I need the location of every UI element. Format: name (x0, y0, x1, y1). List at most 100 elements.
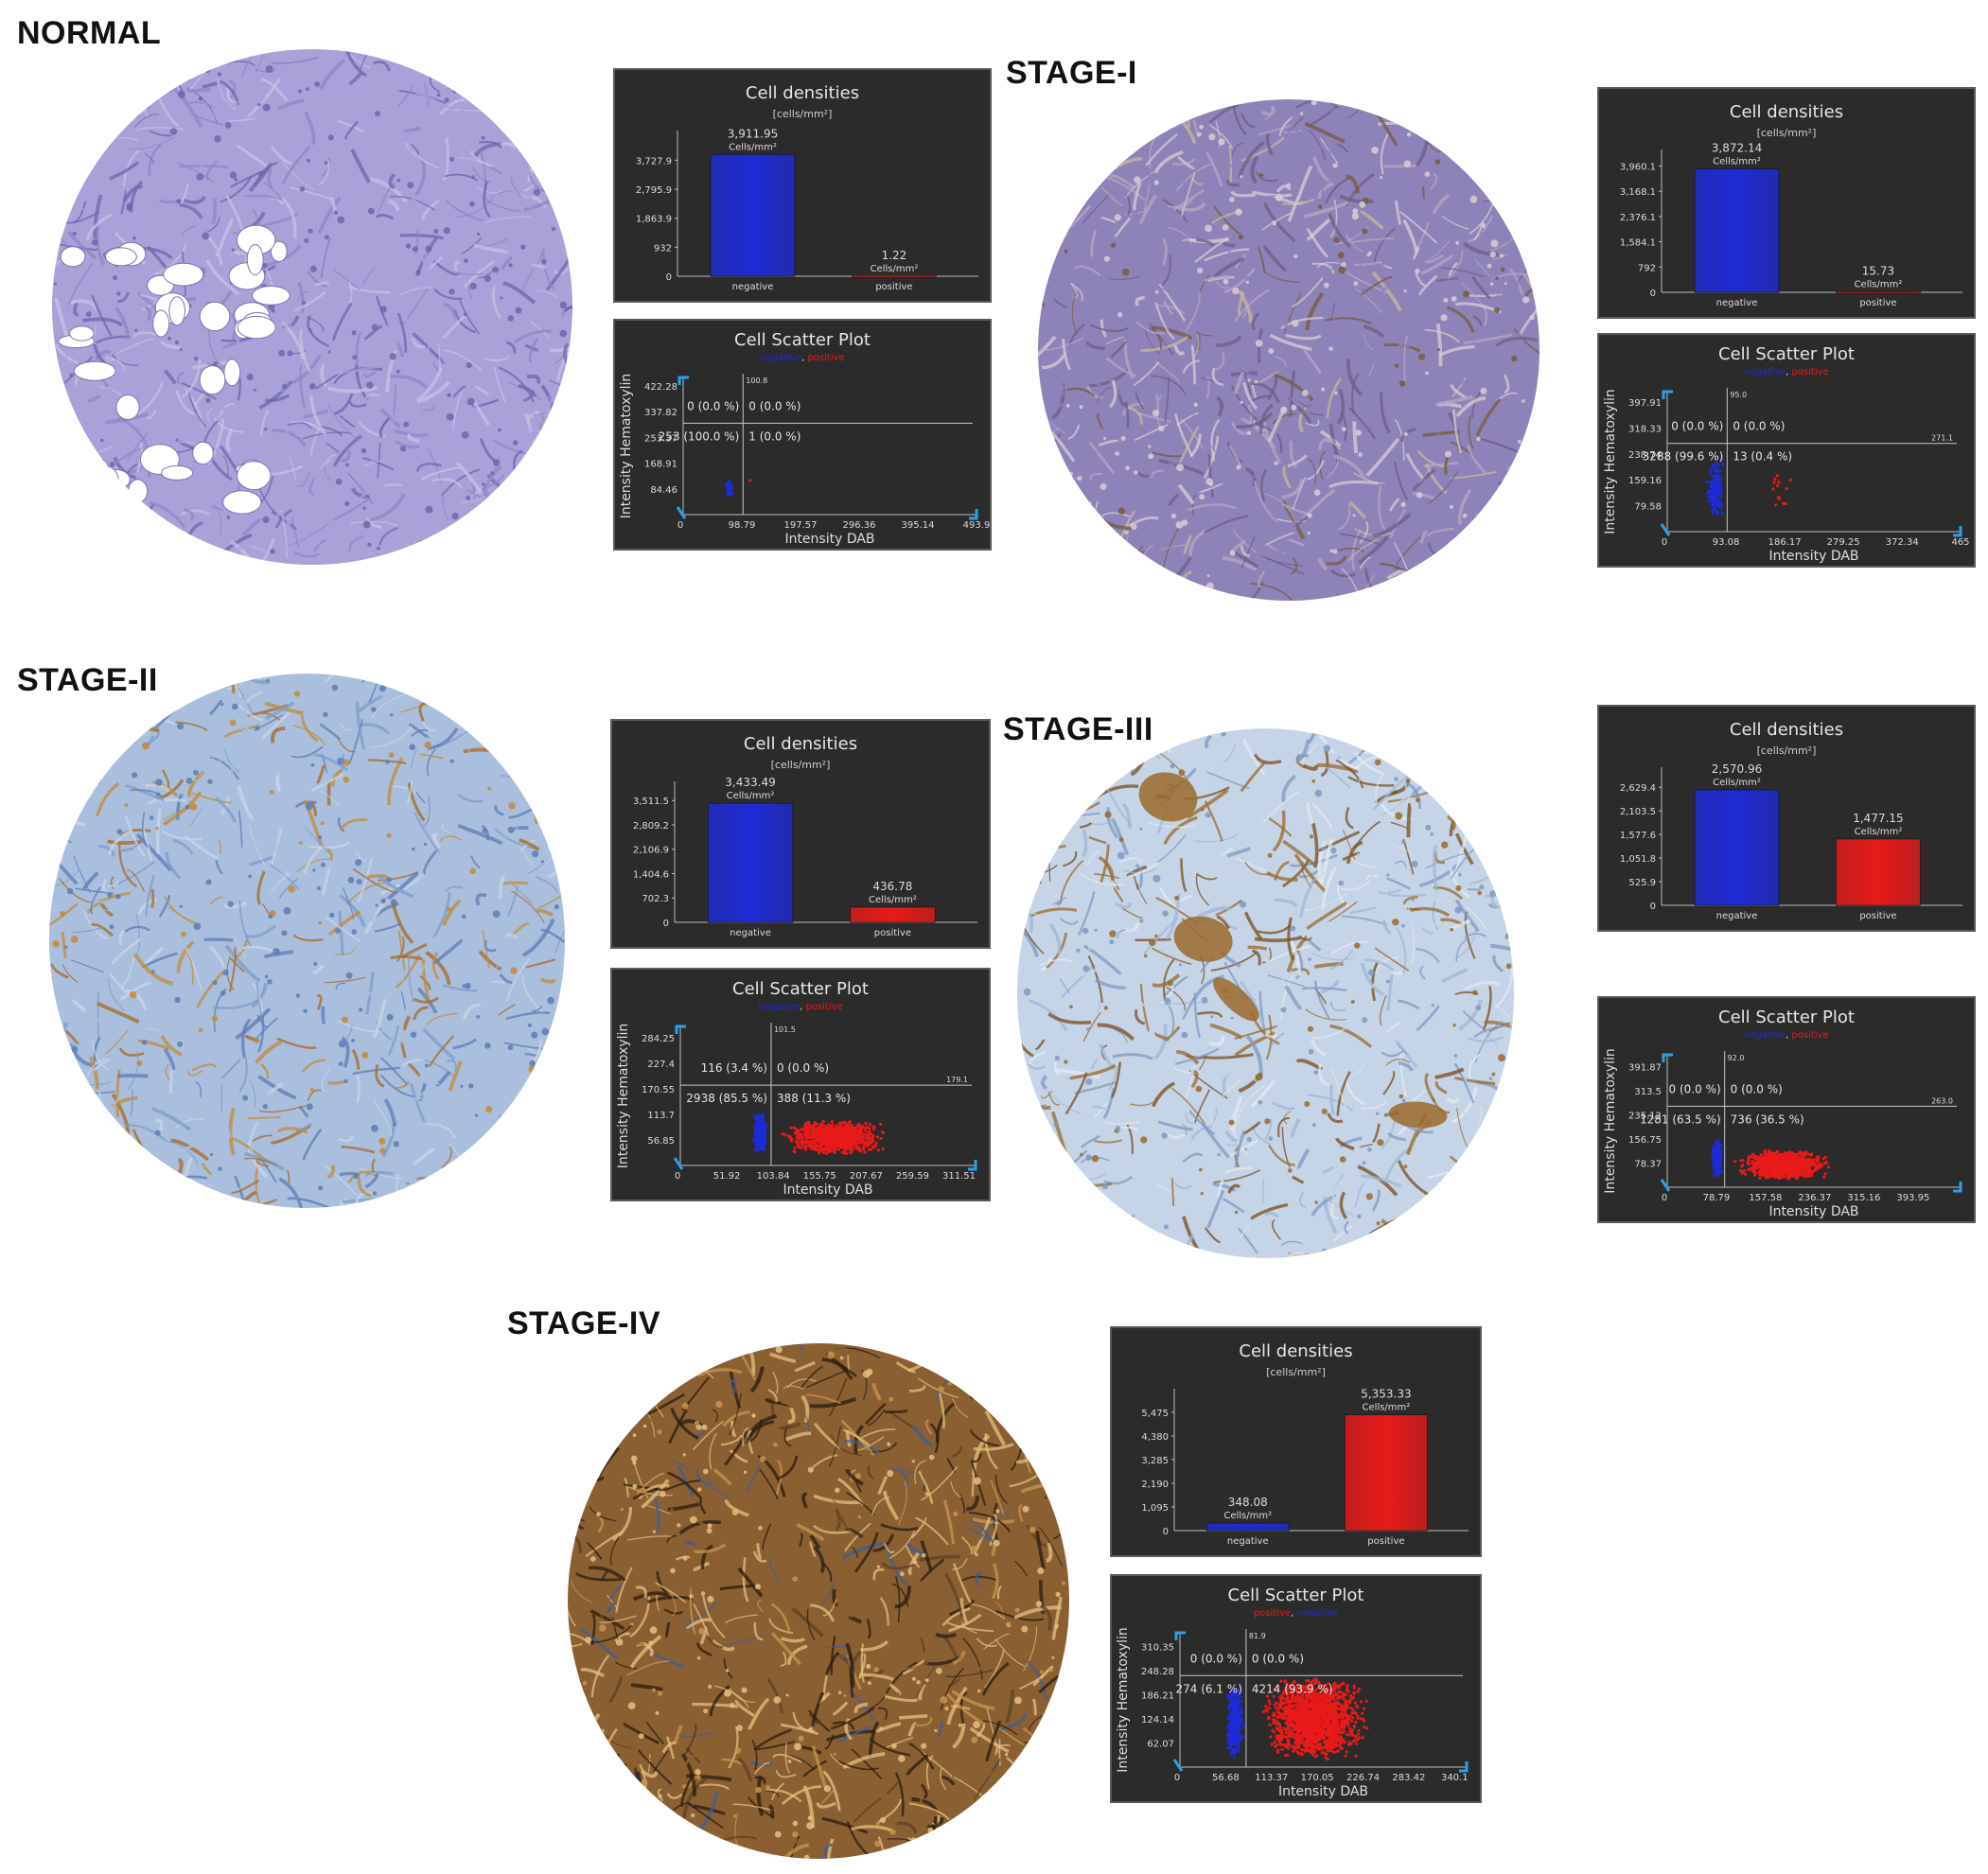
tissue-nucleus (409, 744, 416, 751)
tissue-fiber (1048, 922, 1062, 955)
density-chart-title: Cell densities (1730, 102, 1843, 122)
tissue-fiber (1017, 748, 1029, 761)
tissue-fiber (280, 407, 290, 447)
tissue-fiber (1323, 1196, 1338, 1235)
tissue-fiber (1096, 1001, 1100, 1013)
tissue-nucleus (109, 924, 114, 930)
tissue-fiber (1468, 155, 1498, 184)
tissue-fiber (1269, 333, 1312, 351)
tissue-nucleus (155, 826, 159, 831)
tissue-fiber (1444, 99, 1452, 129)
tissue-fiber (1461, 1223, 1486, 1258)
tissue-fiber (822, 1675, 828, 1701)
tissue-fiber (1490, 236, 1516, 252)
tissue-fiber (635, 1585, 647, 1598)
tissue-fiber (596, 1766, 622, 1788)
tissue-fiber (885, 1661, 918, 1694)
tissue-fiber (1240, 136, 1285, 163)
tissue-fiber (520, 58, 537, 69)
tissue-fiber (111, 1093, 131, 1137)
tissue-fiber (357, 857, 374, 903)
scatter-point-positive (781, 1132, 784, 1136)
tissue-fiber (176, 372, 185, 385)
tissue-fiber (1022, 1626, 1038, 1672)
tissue-fiber (432, 260, 460, 276)
tissue-fiber (147, 1028, 161, 1033)
tissue-nucleus (1314, 1200, 1318, 1204)
tissue-nucleus (879, 1726, 883, 1730)
tissue-nucleus (1354, 942, 1361, 949)
tissue-fiber (502, 281, 537, 305)
tissue-fiber (590, 1654, 610, 1698)
tissue-fiber (641, 1769, 659, 1778)
tissue-fiber (498, 1004, 516, 1016)
tissue-fiber (1337, 503, 1351, 531)
tissue-fiber (501, 141, 518, 149)
tissue-fiber (378, 526, 398, 546)
tissue-fiber (1269, 1032, 1285, 1047)
tissue-fiber (1004, 1792, 1049, 1800)
density-category-label: negative (730, 928, 771, 938)
tissue-nucleus (1365, 1193, 1373, 1200)
tissue-fiber (888, 1658, 932, 1672)
tissue-fat-vacuole (270, 240, 288, 263)
tissue-fiber (413, 1075, 443, 1101)
tissue-fiber (940, 1768, 947, 1791)
tissue-fiber (1412, 422, 1424, 447)
tissue-fiber (471, 525, 484, 564)
tissue-fiber (1372, 913, 1414, 933)
tissue-fiber (1152, 973, 1181, 988)
tissue-fiber (59, 755, 96, 784)
tissue-fiber (670, 1508, 685, 1542)
tissue-fiber (1090, 1059, 1099, 1071)
tissue-fiber (699, 1783, 730, 1791)
tissue-fiber (1029, 1128, 1045, 1150)
tissue-fiber (1283, 1111, 1292, 1125)
density-bar-value-label: 1.22 (882, 249, 907, 262)
tissue-fiber (1024, 1742, 1058, 1750)
tissue-fiber (324, 463, 330, 482)
tissue-fiber (1330, 569, 1356, 578)
tissue-nucleus (265, 65, 273, 73)
tissue-fiber (1185, 163, 1202, 186)
tissue-fiber (319, 459, 332, 470)
tissue-nucleus (54, 485, 62, 493)
tissue-fiber (941, 1775, 956, 1786)
tissue-nucleus (1489, 890, 1497, 898)
tissue-nucleus (361, 447, 367, 453)
tissue-nucleus (596, 1512, 601, 1516)
scatter-y-tick-label: 238.74 (1628, 450, 1662, 461)
tissue-fiber (1278, 289, 1290, 330)
tissue-fiber (1450, 1188, 1481, 1199)
tissue-fiber (1484, 1227, 1509, 1243)
tissue-fiber (1186, 788, 1229, 820)
tissue-fiber (850, 1825, 893, 1832)
tissue-fiber (338, 1171, 356, 1177)
tissue-fiber (97, 104, 118, 122)
tissue-fiber (1475, 535, 1504, 564)
tissue-fiber (1443, 544, 1472, 555)
tissue-core-stage-i (1038, 99, 1539, 601)
tissue-nucleus (1437, 758, 1442, 762)
tissue-fiber (1135, 295, 1146, 307)
tissue-fiber (237, 785, 255, 821)
tissue-fiber (105, 1029, 129, 1055)
scatter-legend-separator: , (801, 353, 807, 363)
tissue-nucleus (876, 1565, 880, 1568)
tissue-nucleus (568, 1780, 575, 1788)
tissue-fiber (1458, 999, 1483, 1031)
tissue-fiber (470, 165, 491, 183)
tissue-fiber (375, 1063, 385, 1088)
tissue-fiber (536, 908, 554, 917)
tissue-fiber (1317, 557, 1328, 571)
tissue-nucleus (1336, 99, 1343, 106)
tissue-fiber (1345, 234, 1364, 253)
tissue-fiber (606, 1601, 618, 1614)
tissue-fiber (1275, 355, 1287, 367)
tissue-fiber (1398, 1060, 1414, 1072)
tissue-nucleus (1154, 289, 1159, 294)
tissue-fiber (886, 1781, 899, 1795)
tissue-nucleus (254, 1038, 259, 1043)
tissue-fiber (1491, 305, 1521, 333)
tissue-fiber (1082, 194, 1110, 224)
